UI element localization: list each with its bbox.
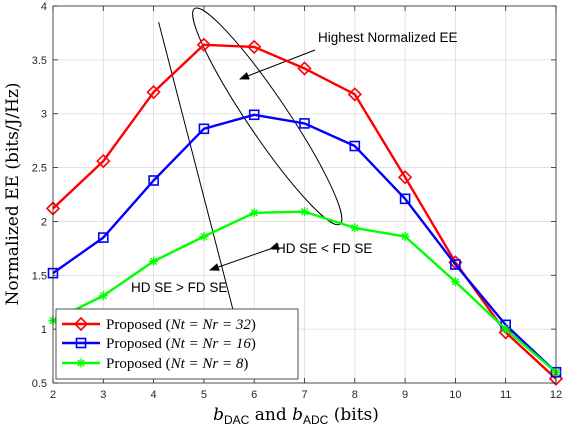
y-tick-label: 1 xyxy=(41,324,47,336)
data-point-8 xyxy=(249,208,259,218)
x-tick-label: 12 xyxy=(550,389,562,401)
data-point-32 xyxy=(247,39,262,55)
marker-stroke xyxy=(250,209,258,217)
data-point-16 xyxy=(148,175,159,186)
data-point-32 xyxy=(96,153,111,169)
marker-stroke xyxy=(451,278,460,286)
y-tick-label: 3 xyxy=(41,109,47,121)
x-tick-label: 6 xyxy=(251,389,257,401)
data-point-8 xyxy=(350,223,360,233)
legend-entry-16: Proposed (Nt = Nr = 16) xyxy=(62,336,256,352)
series-layer xyxy=(45,37,564,386)
x-tick-label: 2 xyxy=(50,389,56,401)
legend-label-32: Proposed (Nt = Nr = 32) xyxy=(106,317,256,333)
x-tick-label: 10 xyxy=(449,389,461,401)
x-tick-label: 8 xyxy=(352,389,358,401)
y-tick-label: 3.5 xyxy=(32,55,47,67)
y-tick-label: 4 xyxy=(41,1,47,13)
data-point-32 xyxy=(347,87,362,102)
x-tick-label: 4 xyxy=(151,389,157,401)
data-point-16 xyxy=(198,123,210,135)
data-point-8 xyxy=(450,277,460,287)
data-point-8 xyxy=(300,207,309,217)
series-16 xyxy=(47,109,562,378)
y-axis-title: Normalized EE (bits/J/Hz) xyxy=(3,82,23,305)
annotation-hd-greater-fd: HD SE > FD SE xyxy=(131,280,227,295)
x-axis-title: bDAC and bADC (bits) xyxy=(213,405,379,427)
data-point-32 xyxy=(297,61,312,76)
marker-stroke xyxy=(149,257,158,265)
series-8 xyxy=(48,207,561,377)
legend-label-8: Proposed (Nt = Nr = 8) xyxy=(106,356,248,372)
x-axis-title-b1: b xyxy=(213,405,224,425)
hd-fd-divider-line xyxy=(158,22,238,324)
x-tick-label: 11 xyxy=(500,389,511,401)
legend-swatch-marker-8 xyxy=(76,358,86,368)
x-tick-label: 5 xyxy=(201,389,207,401)
marker-stroke xyxy=(351,224,359,232)
legend-swatch-marker-16 xyxy=(75,337,87,349)
marker-stroke xyxy=(401,232,409,241)
data-point-32 xyxy=(146,85,161,100)
highest-ee-arrow xyxy=(239,49,316,80)
y-tick-label: 2.5 xyxy=(32,163,47,175)
y-tick-label: 2 xyxy=(41,216,47,228)
x-tick-label: 7 xyxy=(301,389,307,401)
marker-stroke xyxy=(502,325,510,333)
ticks: 2 3 4 5 6 7 8 9 10 11 12 0.5 1 1.5 2 2.5 3 3.5 4 xyxy=(32,1,562,401)
data-point-8 xyxy=(199,232,209,242)
data-point-32 xyxy=(397,170,413,185)
x-axis-title-b2: b xyxy=(292,405,303,425)
data-point-16 xyxy=(98,232,109,243)
x-tick-label: 9 xyxy=(402,389,408,401)
x-axis-title-unit: (bits) xyxy=(334,405,379,425)
hd-fd-double-arrow xyxy=(209,242,280,271)
x-axis-title-and: and xyxy=(255,405,287,425)
marker-stroke xyxy=(200,232,208,241)
data-point-32 xyxy=(498,325,513,340)
x-axis-title-sub2: ADC xyxy=(303,413,329,427)
x-tick-label: 3 xyxy=(100,389,106,401)
series-line-16 xyxy=(52,113,557,374)
data-point-16 xyxy=(399,193,411,205)
annotation-hd-less-fd: HD SE < FD SE xyxy=(276,241,372,256)
data-point-32 xyxy=(196,37,212,52)
marker-stroke xyxy=(300,208,309,216)
legend: Proposed (Nt = Nr = 32) Proposed (Nt = N… xyxy=(55,308,299,380)
legend-entry-32: Proposed (Nt = Nr = 32) xyxy=(62,316,256,333)
x-axis-title-sub1: DAC xyxy=(224,413,250,427)
data-point-16 xyxy=(299,118,310,129)
data-point-8 xyxy=(98,291,108,301)
marker-stroke xyxy=(99,292,107,300)
data-point-8 xyxy=(501,324,511,334)
data-point-16 xyxy=(349,140,361,152)
annotation-highest-ee: Highest Normalized EE xyxy=(318,30,458,45)
data-point-8 xyxy=(400,232,410,242)
data-point-16 xyxy=(248,109,260,121)
legend-label-16: Proposed (Nt = Nr = 16) xyxy=(106,336,256,352)
annotation-shapes xyxy=(158,7,343,324)
data-point-16 xyxy=(450,259,461,270)
y-tick-label: 1.5 xyxy=(32,270,47,282)
y-tick-label: 0.5 xyxy=(32,378,47,390)
legend-swatch-marker-32 xyxy=(73,316,89,332)
data-point-8 xyxy=(149,256,159,266)
legend-entry-8: Proposed (Nt = Nr = 8) xyxy=(62,356,248,372)
marker-stroke xyxy=(77,359,85,367)
